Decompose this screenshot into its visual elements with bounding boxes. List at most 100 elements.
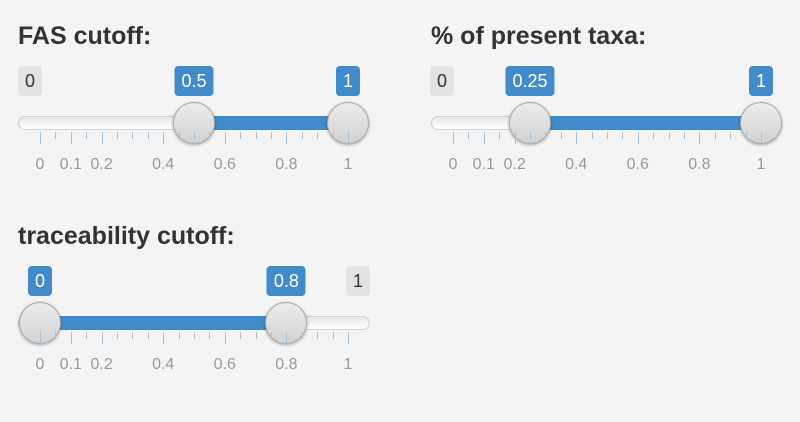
- tick-label: 0.1: [59, 156, 82, 173]
- tick-mark: [317, 132, 319, 139]
- tick-mark: [163, 132, 165, 144]
- fas-cutoff-from-badge: 0.5: [174, 66, 214, 96]
- present-taxa-min-badge: 0: [429, 66, 455, 96]
- tick-mark: [530, 132, 531, 139]
- tick-mark: [224, 332, 226, 344]
- tick-mark: [86, 332, 88, 339]
- tick-mark: [132, 332, 134, 339]
- tick-mark: [453, 132, 454, 144]
- tick-mark: [607, 132, 608, 139]
- fas-cutoff-selected-range: [194, 116, 348, 130]
- fas-cutoff-label: FAS cutoff:: [18, 22, 152, 50]
- traceability-cutoff-max-badge: 1: [345, 266, 371, 296]
- tick-label: 0.1: [472, 156, 495, 173]
- tick-mark: [117, 332, 118, 339]
- tick-mark: [209, 132, 211, 139]
- tick-mark: [55, 332, 57, 339]
- tick-mark: [209, 332, 211, 339]
- tick-mark: [301, 132, 303, 139]
- tick-label: 0.2: [503, 156, 526, 173]
- tick-mark: [591, 132, 593, 139]
- tick-label: 0.4: [152, 356, 175, 373]
- tick-mark: [240, 132, 242, 139]
- tick-mark: [286, 332, 288, 344]
- present-taxa-to-badge: 1: [748, 66, 774, 96]
- tick-mark: [668, 132, 670, 139]
- tick-mark: [132, 132, 134, 139]
- tick-label: 0.8: [688, 156, 711, 173]
- traceability-cutoff-from-badge: 0: [27, 266, 53, 296]
- tick-label: 0: [35, 356, 45, 373]
- tick-mark: [622, 132, 624, 139]
- tick-mark: [714, 132, 716, 139]
- tick-mark: [332, 332, 334, 339]
- tick-mark: [255, 332, 257, 339]
- tick-mark: [332, 132, 334, 139]
- tick-label: 0: [448, 156, 458, 173]
- tick-label: 0.6: [213, 156, 236, 173]
- tick-mark: [101, 132, 103, 144]
- tick-label: 0.8: [275, 156, 298, 173]
- tick-label: 0.2: [90, 156, 113, 173]
- tick-mark: [699, 132, 701, 144]
- tick-mark: [483, 132, 485, 144]
- tick-mark: [70, 332, 72, 344]
- tick-mark: [348, 132, 349, 144]
- tick-mark: [468, 132, 470, 139]
- present-taxa-from-badge: 0.25: [505, 66, 555, 96]
- tick-mark: [178, 332, 180, 339]
- tick-label: 0.6: [213, 356, 236, 373]
- tick-mark: [194, 332, 195, 339]
- tick-label: 1: [343, 156, 353, 173]
- tick-mark: [271, 332, 272, 339]
- tick-mark: [684, 132, 685, 139]
- tick-mark: [255, 132, 257, 139]
- tick-mark: [178, 132, 180, 139]
- tick-mark: [730, 132, 732, 139]
- tick-label: 0.2: [90, 356, 113, 373]
- tick-mark: [55, 132, 57, 139]
- tick-label: 1: [756, 156, 766, 173]
- present-taxa-label: % of present taxa:: [431, 22, 647, 50]
- tick-mark: [514, 132, 516, 144]
- tick-label: 0.4: [565, 156, 588, 173]
- tick-mark: [194, 132, 195, 139]
- tick-mark: [147, 132, 149, 139]
- tick-mark: [240, 332, 242, 339]
- tick-mark: [271, 132, 272, 139]
- tick-mark: [40, 132, 41, 144]
- tick-label: 0.4: [152, 156, 175, 173]
- tick-mark: [70, 132, 72, 144]
- traceability-cutoff-label: traceability cutoff:: [18, 222, 235, 250]
- tick-mark: [745, 132, 747, 139]
- tick-mark: [86, 132, 88, 139]
- tick-mark: [576, 132, 578, 144]
- tick-mark: [286, 132, 288, 144]
- tick-mark: [101, 332, 103, 344]
- fas-cutoff-slider-group: FAS cutoff: 0 1 0.5 1 00.10.20.40.60.81: [17, 22, 378, 192]
- traceability-cutoff-slider-group: traceability cutoff: 0 1 0 0.8 00.10.20.…: [18, 222, 378, 392]
- tick-label: 1: [343, 356, 353, 373]
- tick-label: 0.6: [626, 156, 649, 173]
- tick-label: 0.1: [59, 356, 82, 373]
- tick-mark: [545, 132, 547, 139]
- tick-mark: [653, 132, 655, 139]
- tick-label: 0: [35, 156, 45, 173]
- tick-mark: [560, 132, 562, 139]
- tick-mark: [40, 332, 41, 344]
- tick-mark: [499, 132, 501, 139]
- tick-mark: [224, 132, 226, 144]
- tick-mark: [348, 332, 349, 344]
- traceability-cutoff-to-badge: 0.8: [266, 266, 306, 296]
- tick-mark: [147, 332, 149, 339]
- tick-mark: [117, 132, 118, 139]
- fas-cutoff-to-badge: 1: [335, 66, 361, 96]
- present-taxa-slider-group: % of present taxa: 0 1 0.25 1 0 0.1 0.2 0.4…: [429, 22, 791, 192]
- fas-cutoff-min-badge: 0: [17, 66, 43, 96]
- tick-mark: [637, 132, 639, 144]
- tick-mark: [317, 332, 319, 339]
- present-taxa-selected-range: [530, 116, 761, 130]
- tick-mark: [301, 332, 303, 339]
- tick-label: 0.8: [275, 356, 298, 373]
- traceability-cutoff-selected-range: [40, 316, 287, 330]
